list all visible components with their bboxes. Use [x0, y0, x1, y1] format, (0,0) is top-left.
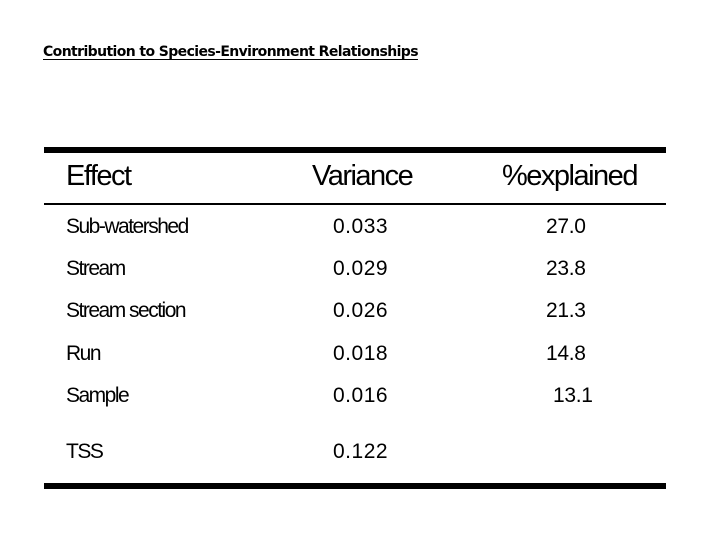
table-row-effect: Run [66, 342, 102, 365]
table-title: Contribution to Species-Environment Rela… [43, 44, 419, 60]
table-row-percent: 27.0 [546, 215, 586, 238]
table-row-percent: 14.8 [546, 342, 586, 365]
table-row-variance: 0.018 [333, 342, 389, 365]
table-row-effect: Sample [66, 384, 130, 407]
table-row-variance: 0.122 [333, 440, 389, 463]
table-row-percent: 21.3 [546, 299, 586, 322]
table-row-variance: 0.016 [333, 384, 389, 407]
table-row-effect: Stream [66, 257, 126, 280]
table-row-effect: TSS [66, 440, 104, 463]
table-row-variance: 0.033 [333, 215, 389, 238]
table-row-percent: 23.8 [546, 257, 586, 280]
table-row-variance: 0.029 [333, 257, 389, 280]
table-top-rule [44, 147, 666, 153]
table-row-effect: Sub-watershed [66, 215, 189, 238]
table-row-variance: 0.026 [333, 299, 389, 322]
column-header-percent-explained: %explained [502, 160, 638, 192]
column-header-variance: Variance [312, 160, 414, 192]
table-row-percent: 13.1 [553, 384, 593, 407]
table-bottom-rule [44, 483, 666, 489]
table-header-rule [44, 203, 666, 205]
column-header-effect: Effect [66, 160, 132, 192]
table-row-effect: Stream section [66, 299, 187, 322]
